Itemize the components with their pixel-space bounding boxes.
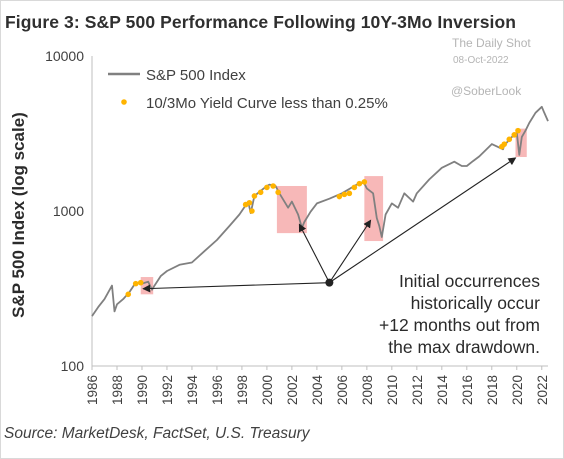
x-tick-label: 1992 — [160, 375, 175, 405]
yield-curve-point — [251, 193, 258, 199]
annotation-arrow — [298, 223, 330, 283]
x-tick-label: 1986 — [85, 375, 100, 405]
legend-label-yield-curve: 10/3Mo Yield Curve less than 0.25% — [146, 95, 388, 112]
source-note: Source: MarketDesk, FactSet, U.S. Treasu… — [4, 425, 310, 442]
annotation-text: Initial occurrences historically occur +… — [330, 270, 540, 358]
x-tick-label: 1996 — [210, 375, 225, 405]
arrow-origin-dot — [325, 278, 334, 287]
figure-title: Figure 3: S&P 500 Performance Following … — [5, 12, 517, 32]
legend-swatch-yield-curve — [121, 99, 127, 105]
drawdown-box — [140, 277, 154, 295]
annotation-arrows — [142, 157, 517, 293]
yield-curve-point — [249, 208, 255, 214]
yield-curve-point — [270, 183, 276, 189]
yield-curve-point — [125, 291, 132, 298]
y-axis-label: S&P 500 Index (log scale) — [9, 112, 28, 318]
yield-curve-point — [275, 189, 281, 196]
x-tick-label: 2014 — [435, 374, 450, 405]
annotation-arrow — [329, 157, 517, 284]
x-tick-label: 2022 — [535, 375, 550, 405]
x-tick-label: 2004 — [310, 374, 325, 405]
yield-curve-point — [246, 199, 253, 206]
legend: S&P 500 Index 10/3Mo Yield Curve less tha… — [108, 67, 388, 112]
x-tick-label: 2008 — [360, 375, 375, 405]
yield-curve-point — [506, 136, 513, 143]
annotation-line: Initial occurrences — [398, 271, 540, 291]
x-tick-label: 1998 — [235, 375, 250, 405]
watermark-date: 08-Oct-2022 — [453, 55, 509, 66]
annotation-line: the max drawdown. — [388, 337, 540, 357]
series-layer — [91, 105, 549, 317]
x-tick-label: 1988 — [110, 375, 125, 405]
yield-curve-point — [351, 184, 358, 191]
legend-label-sp500: S&P 500 Index — [146, 67, 246, 84]
y-tick-label: 100 — [61, 358, 85, 374]
yield-curve-point — [515, 127, 521, 134]
x-tick-label: 1994 — [185, 374, 200, 405]
series-line-sp500 — [91, 105, 549, 317]
annotation-line: historically occur — [410, 293, 540, 313]
x-tick-label: 2000 — [260, 375, 275, 405]
yield-curve-point — [336, 193, 343, 200]
yield-curve-point — [341, 191, 348, 198]
x-tick-label: 2016 — [460, 375, 475, 405]
x-tick-label: 2006 — [335, 375, 350, 405]
yield-curve-point — [501, 141, 508, 147]
yield-curve-point — [346, 190, 353, 197]
x-tick-label: 2010 — [385, 375, 400, 405]
y-tick-label: 10000 — [45, 48, 84, 64]
axes: 100 1000 10000 1986 1988 1990 1992 1994 1996 1998… — [45, 48, 550, 405]
yield-curve-point — [257, 189, 264, 196]
annotation-line: +12 months out from — [379, 315, 540, 335]
yield-curve-point — [356, 180, 363, 187]
x-tick-label: 2020 — [510, 375, 525, 405]
x-tick-label: 2012 — [410, 375, 425, 405]
x-tick-label: 2018 — [485, 375, 500, 405]
annotation-arrow — [328, 219, 372, 283]
yield-curve-point — [511, 132, 518, 138]
annotation-arrow — [142, 282, 330, 293]
y-tick-label: 1000 — [53, 203, 84, 219]
watermark-handle: @SoberLook — [451, 84, 522, 98]
yield-curve-point — [132, 280, 139, 287]
yield-curve-point — [137, 279, 144, 286]
x-tick-label: 2002 — [285, 375, 300, 405]
x-tick-label: 1990 — [135, 375, 150, 405]
watermark-source: The Daily Shot — [452, 36, 531, 50]
yield-curve-point — [264, 184, 270, 191]
yield-curve-point — [361, 179, 368, 185]
